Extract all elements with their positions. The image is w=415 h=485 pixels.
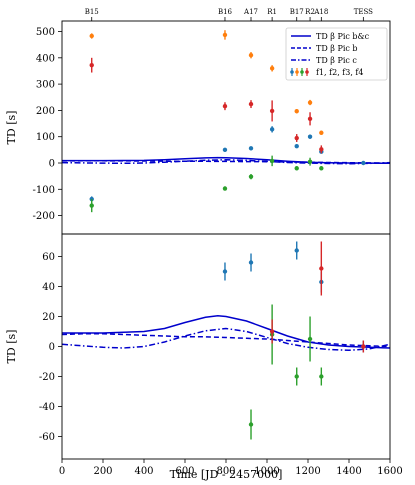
plot-area-bottom (62, 241, 390, 440)
model-curve-dashed-bottom (62, 333, 390, 348)
model-curve-dashed-top (62, 160, 390, 164)
legend-label: f1, f2, f3, f4 (316, 68, 363, 77)
plot-area-top (62, 30, 390, 213)
data-point-f4 (294, 135, 299, 141)
data-point-f2 (294, 108, 299, 114)
data-point-f1 (248, 260, 254, 265)
data-point-f4 (89, 62, 94, 68)
data-point-f3 (89, 203, 94, 208)
data-point-f2 (307, 100, 313, 105)
model-curve-dashdot-top (62, 159, 390, 165)
y-tick-label-top: -200 (33, 211, 55, 222)
x-axis-label: Time [JD - 2457000] (170, 468, 283, 481)
y-tick-label-top: 200 (36, 106, 55, 117)
x-tick-label: 800 (216, 466, 235, 477)
y-tick-label-bottom: 60 (42, 252, 55, 263)
y-tick-label-bottom: -40 (39, 402, 55, 413)
data-point-f4 (269, 108, 275, 114)
legend-marker (300, 70, 304, 74)
data-point-f4 (361, 344, 366, 349)
x-tick-label: 0 (59, 466, 65, 477)
y-tick-label-bottom: -60 (39, 432, 55, 443)
x-tick-label: 1200 (295, 466, 320, 477)
data-point-f4 (269, 329, 275, 334)
data-point-f3 (307, 336, 313, 342)
data-point-f1 (269, 127, 275, 132)
epoch-label: R1 (267, 8, 277, 16)
data-point-f4 (222, 104, 228, 109)
data-point-f2 (269, 66, 275, 71)
epoch-label: R2 (305, 8, 315, 16)
y-tick-label-top: 400 (36, 53, 55, 64)
data-point-f3 (248, 422, 254, 427)
data-point-f1 (294, 143, 299, 149)
data-point-f3 (319, 166, 324, 171)
legend-label: TD β Pic b&c (316, 32, 370, 41)
data-point-f4 (319, 147, 324, 152)
y-tick-label-top: -100 (33, 185, 55, 196)
legend-label: TD β Pic b (316, 44, 358, 53)
y-tick-label-top: 500 (36, 27, 55, 38)
x-tick-label: 200 (93, 466, 112, 477)
epoch-label: A18 (313, 8, 328, 16)
epoch-label: TESS (354, 8, 373, 16)
data-point-f4 (319, 266, 324, 271)
legend-marker (295, 70, 299, 74)
y-tick-label-bottom: 20 (42, 312, 55, 323)
data-point-f3 (248, 174, 254, 179)
model-curve-solid-bottom (62, 315, 390, 349)
data-point-f4 (248, 101, 254, 107)
data-point-f1 (307, 134, 313, 139)
data-point-f2 (222, 32, 228, 38)
legend-marker (305, 70, 309, 74)
x-tick-label: 400 (134, 466, 153, 477)
y-tick-label-bottom: 0 (49, 342, 55, 353)
model-curve-dashdot-bottom (62, 327, 390, 352)
legend-marker (290, 70, 294, 74)
data-point-f1 (222, 269, 228, 274)
data-point-f1 (248, 146, 254, 151)
y-tick-label-top: 100 (36, 132, 55, 143)
data-point-f3 (294, 166, 299, 171)
x-tick-label: 600 (175, 466, 194, 477)
x-tick-label: 1600 (377, 466, 402, 477)
data-point-f3 (222, 186, 228, 191)
data-point-f1 (294, 248, 299, 253)
y-tick-label-bottom: -20 (39, 372, 55, 383)
y-tick-label-top: 0 (49, 159, 55, 170)
legend-label: TD β Pic c (316, 56, 357, 65)
epoch-label: B15 (85, 8, 99, 16)
data-point-f1 (222, 147, 228, 153)
y-axis-label-top: TD [s] (5, 111, 18, 145)
legend-box (285, 27, 388, 81)
data-point-f4 (307, 116, 313, 122)
data-point-f3 (319, 374, 324, 379)
y-tick-label-bottom: 40 (42, 282, 55, 293)
y-tick-label-top: 300 (36, 80, 55, 91)
epoch-label: B16 (218, 8, 233, 16)
data-point-f2 (89, 33, 94, 39)
data-point-f1 (361, 160, 366, 166)
y-axis-label-bottom: TD [s] (5, 330, 18, 364)
data-point-f3 (269, 158, 275, 164)
epoch-label: B17 (290, 8, 304, 16)
data-point-f3 (294, 374, 299, 379)
data-point-f2 (319, 130, 324, 135)
x-tick-label: 1400 (336, 466, 361, 477)
data-point-f2 (248, 52, 254, 58)
epoch-label: A17 (243, 8, 258, 16)
data-point-f3 (307, 159, 313, 164)
x-tick-label: 1000 (254, 466, 279, 477)
